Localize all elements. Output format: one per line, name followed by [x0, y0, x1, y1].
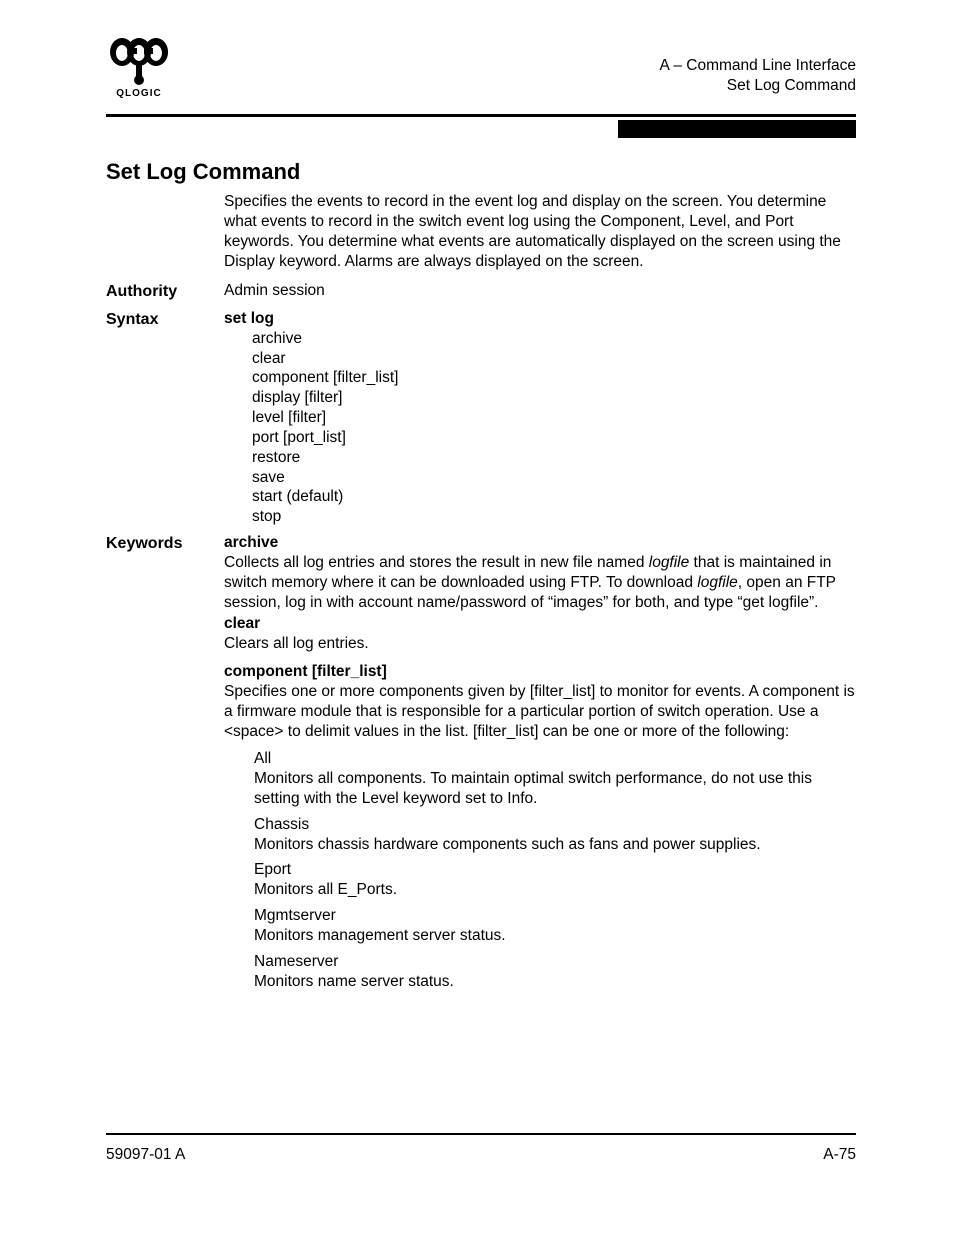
archive-desc-pre: Collects all log entries and stores the … [224, 554, 649, 571]
keyword-component: component [filter_list] Specifies one or… [224, 662, 856, 741]
authority-row: Authority Admin session [106, 281, 856, 302]
header-text: A – Command Line Interface Set Log Comma… [660, 34, 856, 97]
content: Set Log Command Specifies the events to … [106, 118, 856, 991]
keyword-clear-desc: Clears all log entries. [224, 634, 856, 654]
component-value-desc: Monitors all E_Ports. [254, 880, 856, 900]
component-value-mgmtserver: Mgmtserver Monitors management server st… [254, 906, 856, 946]
component-value-eport: Eport Monitors all E_Ports. [254, 860, 856, 900]
footer-right: A-75 [823, 1145, 856, 1165]
header-line1: A – Command Line Interface [660, 56, 856, 76]
archive-desc-it1: logfile [649, 554, 690, 571]
keywords-label: Keywords [106, 533, 224, 554]
footer: 59097-01 A A-75 [106, 1133, 856, 1165]
syntax-option: archive [252, 329, 856, 349]
component-value-name: Mgmtserver [254, 906, 856, 926]
component-value-name: Eport [254, 860, 856, 880]
keyword-archive-name: archive [224, 533, 856, 553]
footer-row: 59097-01 A A-75 [106, 1135, 856, 1165]
component-value-desc: Monitors chassis hardware components suc… [254, 835, 856, 855]
component-values: All Monitors all components. To maintain… [254, 749, 856, 991]
syntax-command: set log [224, 309, 856, 329]
syntax-row: Syntax set log archive clear component [… [106, 309, 856, 527]
archive-desc-it2: logfile [697, 574, 738, 591]
component-value-name: All [254, 749, 856, 769]
component-value-name: Chassis [254, 815, 856, 835]
header-rule [106, 114, 856, 118]
footer-left: 59097-01 A [106, 1145, 185, 1165]
component-value-desc: Monitors management server status. [254, 926, 856, 946]
syntax-options: archive clear component [filter_list] di… [224, 329, 856, 527]
syntax-option: component [filter_list] [252, 368, 856, 388]
syntax-option: display [filter] [252, 388, 856, 408]
component-value-name: Nameserver [254, 952, 856, 972]
keywords-value: archive Collects all log entries and sto… [224, 533, 856, 612]
authority-label: Authority [106, 281, 224, 302]
component-value-all: All Monitors all components. To maintain… [254, 749, 856, 808]
syntax-option: level [filter] [252, 408, 856, 428]
page: QLOGIC A – Command Line Interface Set Lo… [0, 0, 954, 1235]
syntax-option: save [252, 468, 856, 488]
component-value-chassis: Chassis Monitors chassis hardware compon… [254, 815, 856, 855]
qlogic-logo-icon: QLOGIC [106, 36, 172, 98]
syntax-option: port [port_list] [252, 428, 856, 448]
syntax-option: clear [252, 349, 856, 369]
authority-value: Admin session [224, 281, 856, 301]
keyword-component-desc: Specifies one or more components given b… [224, 682, 856, 741]
keyword-component-name: component [filter_list] [224, 662, 856, 682]
syntax-option: start (default) [252, 487, 856, 507]
component-value-desc: Monitors all components. To maintain opt… [254, 769, 856, 809]
keyword-clear-name: clear [224, 614, 856, 634]
keyword-archive-desc: Collects all log entries and stores the … [224, 553, 856, 612]
syntax-value: set log archive clear component [filter_… [224, 309, 856, 527]
intro-paragraph: Specifies the events to record in the ev… [224, 192, 856, 271]
keywords-row: Keywords archive Collects all log entrie… [106, 533, 856, 612]
header-line2: Set Log Command [660, 76, 856, 96]
component-value-desc: Monitors name server status. [254, 972, 856, 992]
logo: QLOGIC [106, 34, 176, 98]
header-tab [618, 120, 856, 138]
page-title: Set Log Command [106, 158, 856, 186]
syntax-option: stop [252, 507, 856, 527]
syntax-option: restore [252, 448, 856, 468]
component-value-nameserver: Nameserver Monitors name server status. [254, 952, 856, 992]
page-header: QLOGIC A – Command Line Interface Set Lo… [106, 34, 856, 106]
keyword-clear: clear Clears all log entries. [224, 614, 856, 654]
syntax-label: Syntax [106, 309, 224, 330]
logo-text: QLOGIC [116, 88, 161, 98]
